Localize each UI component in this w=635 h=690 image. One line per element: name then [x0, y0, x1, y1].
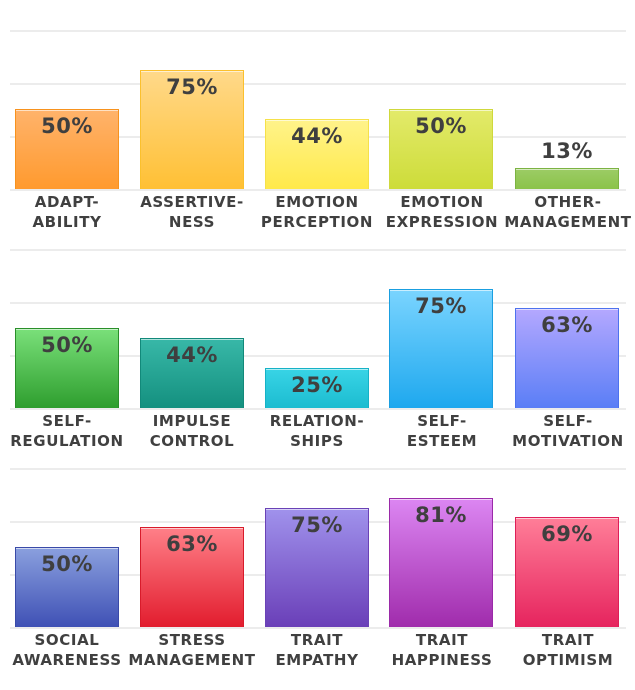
category-label-line: EMOTION	[400, 193, 484, 211]
chart-panel-1: 50% ADAPT- ABILITY 75% ASSERTIVE- NESS 44% EMOT…	[0, 20, 635, 239]
bar-value-label: 50%	[41, 114, 93, 138]
gridline	[10, 355, 626, 357]
bar: 50%	[15, 547, 119, 627]
chart-panel-3: 50% SOCIAL AWARENESS 63% STRESS MANAGEMENT 75%…	[0, 458, 635, 677]
bar: 63%	[140, 527, 244, 627]
bar: 50%	[15, 328, 119, 408]
category-label-line: TRAIT	[290, 631, 344, 649]
category-label-line: MANAGEMENT	[504, 213, 632, 231]
bar: 69%	[515, 517, 619, 627]
category-label: SELF- ESTEEM	[377, 411, 507, 451]
category-label-line: EXPRESSION	[385, 213, 499, 231]
category-label: ASSERTIVE- NESS	[127, 192, 257, 232]
bar: 50%	[389, 109, 493, 189]
category-label-line: IMPULSE	[152, 412, 232, 430]
gridline	[10, 30, 626, 32]
category-label-line: ESTEEM	[406, 432, 478, 450]
category-label-line: HAPPINESS	[391, 651, 493, 669]
category-label-line: ADAPT-	[34, 193, 100, 211]
category-label-line: PERCEPTION	[260, 213, 374, 231]
category-label-line: SHIPS	[290, 432, 344, 450]
category-label-line: CONTROL	[149, 432, 235, 450]
bar-value-label: 25%	[291, 373, 343, 397]
bar: 63%	[515, 308, 619, 408]
category-label: SELF- REGULATION	[2, 411, 132, 451]
category-label-line: SELF-	[543, 412, 593, 430]
bar: 44%	[140, 338, 244, 408]
category-label-line: MOTIVATION	[512, 432, 624, 450]
category-label-line: STRESS	[158, 631, 226, 649]
category-label: OTHER- MANAGEMENT	[503, 192, 633, 232]
bar: 75%	[265, 508, 369, 627]
gridline	[10, 302, 626, 304]
category-label-line: RELATION-	[269, 412, 365, 430]
chart-panel-2: 50% SELF- REGULATION 44% IMPULSE CONTROL 25% RE…	[0, 239, 635, 458]
category-label: TRAIT EMPATHY	[252, 630, 382, 670]
category-label-line: ABILITY	[32, 213, 102, 231]
category-label: EMOTION EXPRESSION	[377, 192, 507, 232]
bar-value-label: 75%	[166, 75, 218, 99]
category-label-line: TRAIT	[541, 631, 595, 649]
category-label-line: SOCIAL	[34, 631, 100, 649]
category-label: SELF- MOTIVATION	[503, 411, 633, 451]
baseline	[10, 408, 626, 410]
bar-value-label: 13%	[541, 139, 593, 163]
gridline	[10, 83, 626, 85]
category-label-line: REGULATION	[10, 432, 124, 450]
bar-value-label: 44%	[291, 124, 343, 148]
bar-value-label: 81%	[415, 503, 467, 527]
bar: 75%	[389, 289, 493, 408]
bar-value-label: 69%	[541, 522, 593, 546]
bar: 13%	[515, 139, 619, 189]
gridline	[10, 249, 626, 251]
category-label: TRAIT HAPPINESS	[377, 630, 507, 670]
category-label-line: OTHER-	[534, 193, 602, 211]
category-label-line: MANAGEMENT	[128, 651, 256, 669]
category-label-line: EMOTION	[275, 193, 359, 211]
category-label-line: TRAIT	[415, 631, 469, 649]
bar-value-label: 63%	[166, 532, 218, 556]
category-label-line: EMPATHY	[275, 651, 359, 669]
category-label-line: AWARENESS	[12, 651, 122, 669]
bar-value-label: 44%	[166, 343, 218, 367]
bar-value-label: 63%	[541, 313, 593, 337]
bar: 44%	[265, 119, 369, 189]
bar: 25%	[265, 368, 369, 408]
gridline	[10, 468, 626, 470]
category-label-line: NESS	[168, 213, 216, 231]
category-label: STRESS MANAGEMENT	[127, 630, 257, 670]
category-label: IMPULSE CONTROL	[127, 411, 257, 451]
bar-value-label: 50%	[41, 333, 93, 357]
category-label-line: SELF-	[417, 412, 467, 430]
category-label: RELATION- SHIPS	[252, 411, 382, 451]
bar-value-label: 75%	[291, 513, 343, 537]
bar-value-label: 75%	[415, 294, 467, 318]
category-label-line: SELF-	[42, 412, 92, 430]
bar: 75%	[140, 70, 244, 189]
baseline	[10, 627, 626, 629]
category-label: ADAPT- ABILITY	[2, 192, 132, 232]
bar-value-label: 50%	[415, 114, 467, 138]
bar-value-label: 50%	[41, 552, 93, 576]
category-label: SOCIAL AWARENESS	[2, 630, 132, 670]
bar: 50%	[15, 109, 119, 189]
category-label-line: OPTIMISM	[522, 651, 614, 669]
bar: 81%	[389, 498, 493, 627]
baseline	[10, 189, 626, 191]
category-label: EMOTION PERCEPTION	[252, 192, 382, 232]
category-label-line: ASSERTIVE-	[140, 193, 244, 211]
category-label: TRAIT OPTIMISM	[503, 630, 633, 670]
